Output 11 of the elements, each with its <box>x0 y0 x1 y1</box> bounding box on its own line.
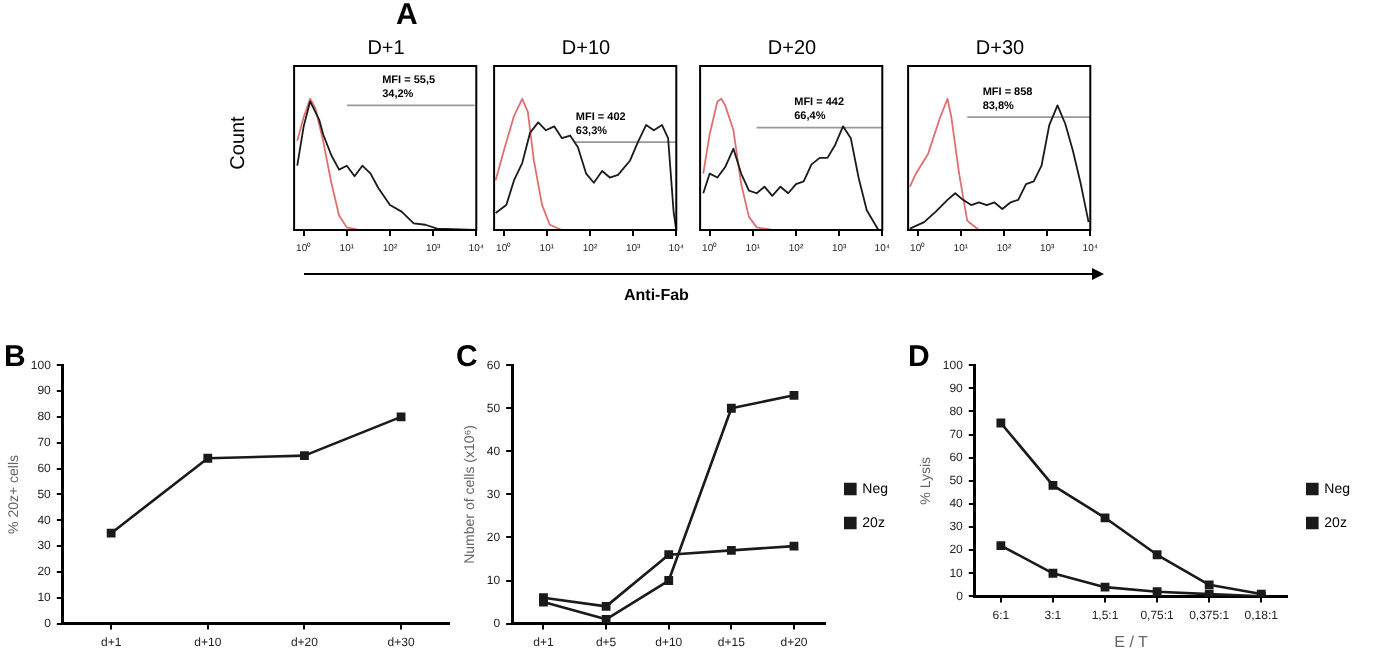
text: B <box>4 340 26 374</box>
x-axis-title: E / T <box>1114 632 1149 651</box>
chart-title: D+10 <box>561 37 612 60</box>
chart-title: D+30 <box>975 37 1026 60</box>
text: C <box>456 340 478 374</box>
text: A <box>396 0 418 32</box>
text: D <box>908 340 930 374</box>
chart-title: D+1 <box>367 37 406 60</box>
chart-title: D+20 <box>767 37 818 60</box>
x-axis-title: Anti-Fab <box>624 286 689 304</box>
y-axis-title: Count <box>227 116 250 170</box>
